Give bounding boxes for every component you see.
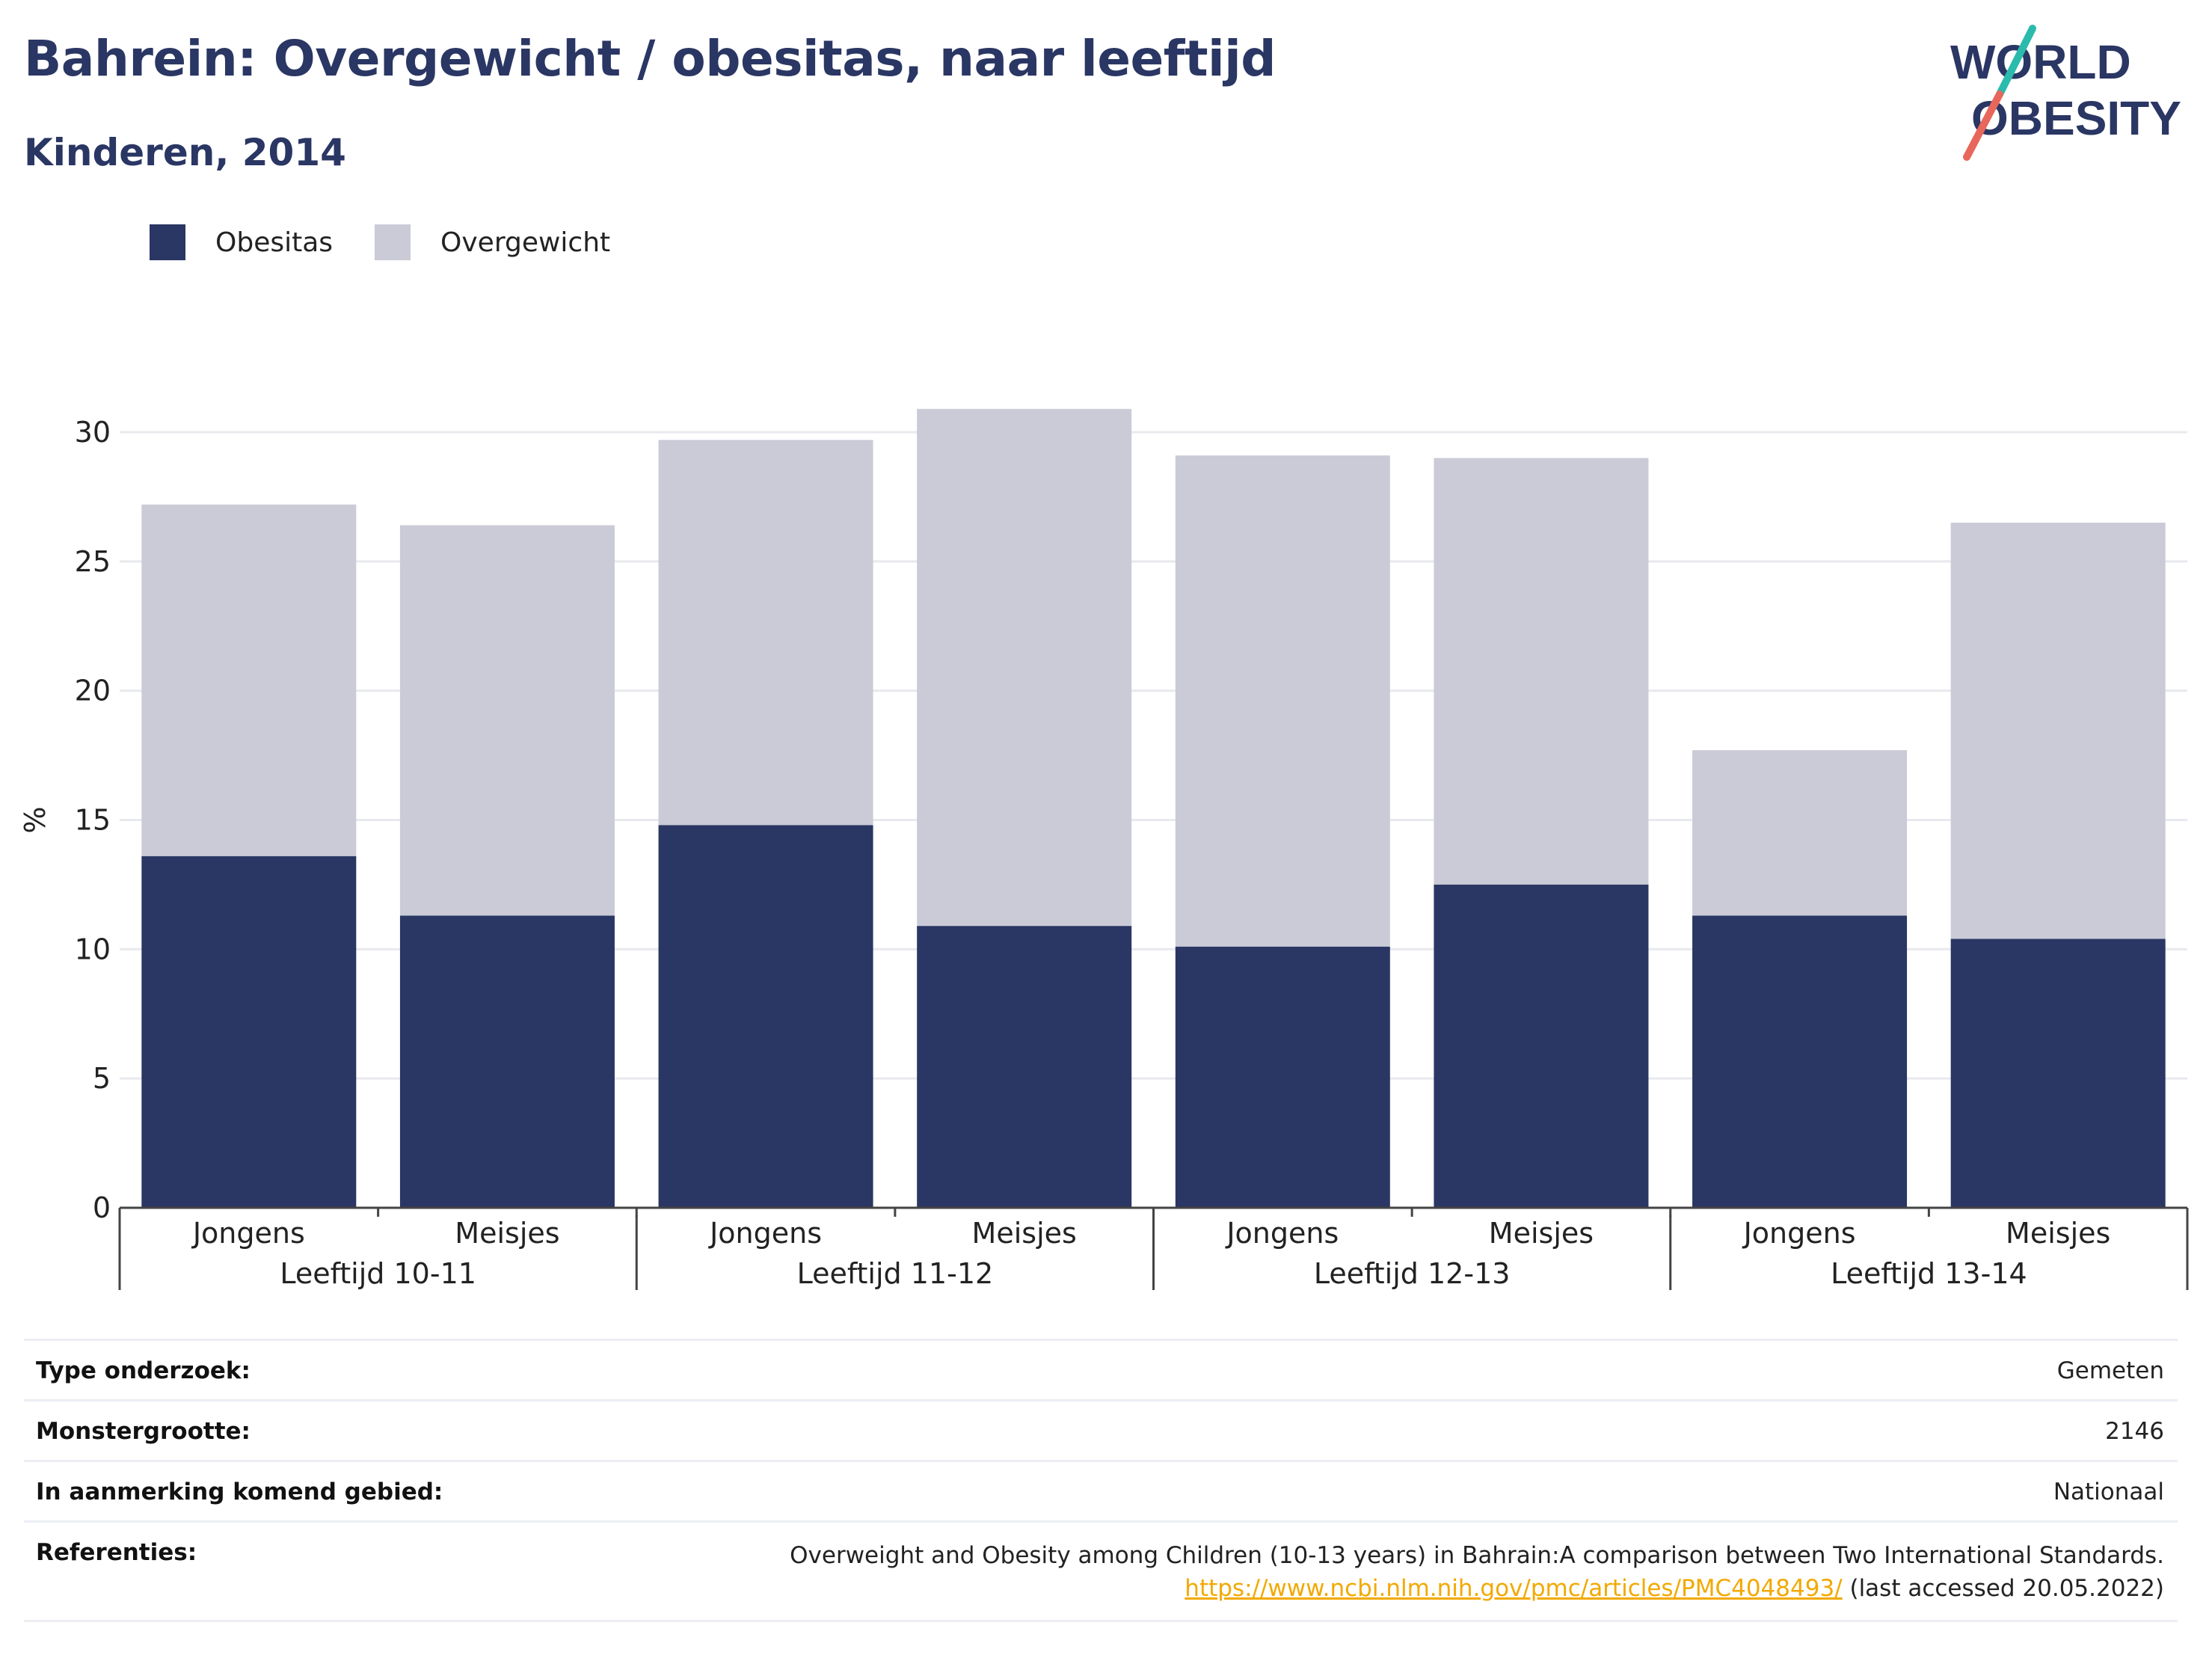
references-label: Referenties: (36, 1539, 197, 1566)
y-tick-label: 20 (75, 675, 111, 707)
bar-chart: 0 5 10 15 20 25 30% Jongens Meisjes Jongens Meisje… (19, 408, 2189, 1290)
chart-subtitle: Kinderen, 2014 (24, 131, 346, 174)
bar-overgewicht (1692, 750, 1908, 916)
bar-obesitas (658, 825, 873, 1208)
type-value: Gemeten (2056, 1357, 2164, 1384)
svg-text:WORLD: WORLD (1950, 35, 2131, 89)
x-tick-label: Jongens (191, 1217, 305, 1250)
sample-value: 2146 (2105, 1418, 2164, 1445)
legend-swatch-obesitas (150, 224, 185, 260)
reference-text: Overweight and Obesity among Children (1… (790, 1542, 2164, 1569)
world-obesity-logo: WORLD OBESITY (1950, 25, 2181, 161)
info-row-sample: Monstergrootte: 2146 (24, 1399, 2178, 1460)
area-label: In aanmerking komend gebied: (36, 1479, 443, 1505)
reference-accessed: (last accessed 20.05.2022) (1842, 1575, 2164, 1602)
group-label: Leeftijd 12-13 (1314, 1257, 1511, 1290)
chart-title: Bahrein: Overgewicht / obesitas, naar le… (24, 30, 1276, 87)
reference-link[interactable]: https://www.ncbi.nlm.nih.gov/pmc/article… (1185, 1575, 1843, 1602)
legend-item-obesitas[interactable]: Obesitas (150, 224, 333, 260)
bar-obesitas (1434, 884, 1649, 1208)
info-row-references: Referenties: Overweight and Obesity amon… (24, 1520, 2178, 1622)
group-label: Leeftijd 13-14 (1831, 1257, 2027, 1290)
bar-obesitas (141, 856, 357, 1208)
group-label: Leeftijd 11-12 (797, 1257, 994, 1290)
y-axis-label: % (19, 806, 52, 833)
bar-overgewicht (1434, 458, 1649, 885)
y-tick-label: 25 (75, 545, 111, 578)
x-tick-label: Jongens (708, 1217, 822, 1250)
info-row-type: Type onderzoek: Gemeten (24, 1339, 2178, 1399)
x-tick-label: Meisjes (972, 1217, 1077, 1250)
bar-overgewicht (1950, 522, 2166, 939)
x-tick-label: Meisjes (1489, 1217, 1594, 1250)
y-tick-label: 5 (93, 1062, 111, 1095)
bar-obesitas (917, 926, 1132, 1208)
y-tick-label: 10 (75, 933, 111, 965)
bar-overgewicht (399, 525, 615, 916)
type-label: Type onderzoek: (36, 1357, 251, 1384)
bar-obesitas (1692, 915, 1908, 1208)
sample-label: Monstergrootte: (36, 1418, 251, 1445)
bar-overgewicht (1175, 455, 1390, 947)
legend-item-overgewicht[interactable]: Overgewicht (375, 224, 610, 260)
x-tick-label: Jongens (1225, 1217, 1339, 1250)
legend-label-overgewicht: Overgewicht (440, 227, 611, 258)
chart-legend: Obesitas Overgewicht (150, 223, 652, 262)
bar-overgewicht (917, 408, 1132, 927)
y-tick-label: 15 (75, 803, 111, 836)
reference-source: https://www.ncbi.nlm.nih.gov/pmc/article… (790, 1572, 2164, 1605)
info-row-area: In aanmerking komend gebied: Nationaal (24, 1460, 2178, 1520)
x-tick-label: Jongens (1742, 1217, 1856, 1250)
svg-text:OBESITY: OBESITY (1971, 91, 2181, 145)
bar-overgewicht (141, 504, 357, 856)
info-table: Type onderzoek: Gemeten Monstergrootte: … (24, 1339, 2178, 1622)
bar-overgewicht (658, 440, 873, 826)
y-tick-label: 30 (75, 416, 111, 449)
x-tick-label: Meisjes (2006, 1217, 2110, 1250)
bar-obesitas (1175, 946, 1390, 1208)
legend-label-obesitas: Obesitas (215, 227, 334, 258)
bar-obesitas (399, 915, 615, 1208)
references-value: Overweight and Obesity among Children (1… (790, 1539, 2164, 1605)
area-value: Nationaal (2053, 1479, 2164, 1505)
bar-obesitas (1950, 939, 2166, 1208)
y-tick-label: 0 (93, 1191, 111, 1224)
legend-swatch-overgewicht (375, 224, 411, 260)
group-label: Leeftijd 10-11 (280, 1257, 476, 1290)
x-tick-label: Meisjes (455, 1217, 559, 1250)
